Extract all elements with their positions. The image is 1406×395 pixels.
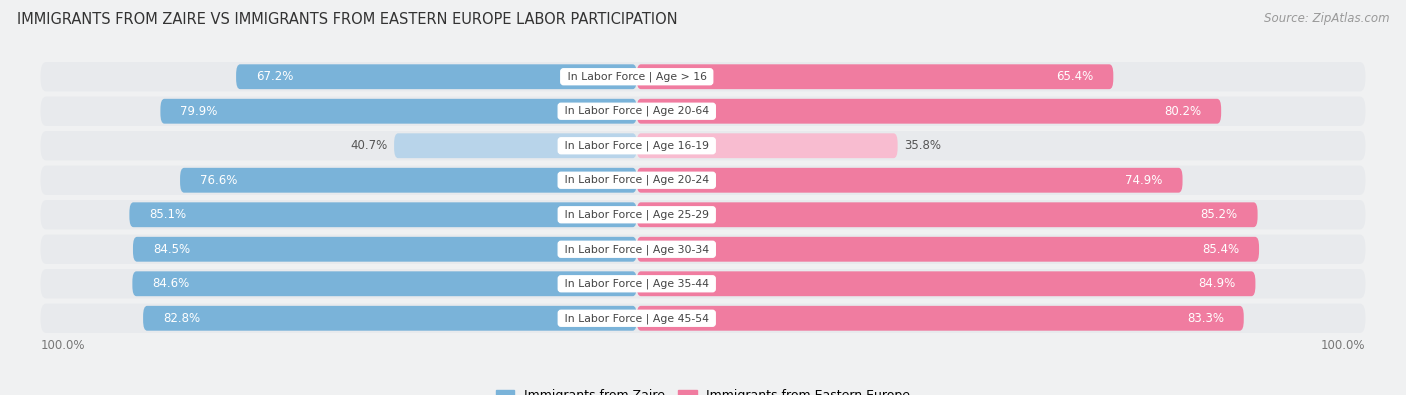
- Text: 83.3%: 83.3%: [1187, 312, 1223, 325]
- FancyBboxPatch shape: [637, 202, 1257, 227]
- Text: 79.9%: 79.9%: [180, 105, 218, 118]
- FancyBboxPatch shape: [637, 134, 897, 158]
- FancyBboxPatch shape: [132, 271, 637, 296]
- FancyBboxPatch shape: [637, 306, 1244, 331]
- Text: In Labor Force | Age 35-44: In Labor Force | Age 35-44: [561, 278, 713, 289]
- FancyBboxPatch shape: [41, 200, 1365, 229]
- FancyBboxPatch shape: [41, 96, 1365, 126]
- FancyBboxPatch shape: [143, 306, 637, 331]
- FancyBboxPatch shape: [637, 99, 1222, 124]
- FancyBboxPatch shape: [637, 237, 1258, 261]
- Text: 65.4%: 65.4%: [1056, 70, 1094, 83]
- Text: 84.9%: 84.9%: [1198, 277, 1236, 290]
- Text: Source: ZipAtlas.com: Source: ZipAtlas.com: [1264, 12, 1389, 25]
- Text: 85.4%: 85.4%: [1202, 243, 1239, 256]
- FancyBboxPatch shape: [134, 237, 637, 261]
- FancyBboxPatch shape: [394, 134, 637, 158]
- FancyBboxPatch shape: [637, 271, 1256, 296]
- Text: 85.1%: 85.1%: [149, 208, 187, 221]
- Text: 84.6%: 84.6%: [152, 277, 190, 290]
- FancyBboxPatch shape: [160, 99, 637, 124]
- Text: In Labor Force | Age 20-24: In Labor Force | Age 20-24: [561, 175, 713, 186]
- Text: 82.8%: 82.8%: [163, 312, 200, 325]
- Text: In Labor Force | Age 20-64: In Labor Force | Age 20-64: [561, 106, 713, 117]
- FancyBboxPatch shape: [637, 168, 1182, 193]
- Text: In Labor Force | Age > 16: In Labor Force | Age > 16: [564, 71, 710, 82]
- FancyBboxPatch shape: [41, 304, 1365, 333]
- Text: 67.2%: 67.2%: [256, 70, 294, 83]
- FancyBboxPatch shape: [41, 269, 1365, 299]
- Text: 74.9%: 74.9%: [1125, 174, 1163, 187]
- Text: In Labor Force | Age 16-19: In Labor Force | Age 16-19: [561, 141, 713, 151]
- FancyBboxPatch shape: [129, 202, 637, 227]
- FancyBboxPatch shape: [41, 131, 1365, 160]
- FancyBboxPatch shape: [637, 64, 1114, 89]
- FancyBboxPatch shape: [41, 235, 1365, 264]
- Text: 100.0%: 100.0%: [1322, 339, 1365, 352]
- FancyBboxPatch shape: [41, 166, 1365, 195]
- FancyBboxPatch shape: [180, 168, 637, 193]
- FancyBboxPatch shape: [41, 62, 1365, 91]
- Text: 80.2%: 80.2%: [1164, 105, 1201, 118]
- Text: In Labor Force | Age 45-54: In Labor Force | Age 45-54: [561, 313, 713, 324]
- Text: 84.5%: 84.5%: [153, 243, 190, 256]
- Text: 35.8%: 35.8%: [904, 139, 941, 152]
- Text: IMMIGRANTS FROM ZAIRE VS IMMIGRANTS FROM EASTERN EUROPE LABOR PARTICIPATION: IMMIGRANTS FROM ZAIRE VS IMMIGRANTS FROM…: [17, 12, 678, 27]
- Text: 85.2%: 85.2%: [1201, 208, 1237, 221]
- FancyBboxPatch shape: [236, 64, 637, 89]
- Text: 40.7%: 40.7%: [350, 139, 388, 152]
- Text: 100.0%: 100.0%: [41, 339, 84, 352]
- Text: 76.6%: 76.6%: [200, 174, 238, 187]
- Text: In Labor Force | Age 30-34: In Labor Force | Age 30-34: [561, 244, 713, 254]
- Legend: Immigrants from Zaire, Immigrants from Eastern Europe: Immigrants from Zaire, Immigrants from E…: [491, 384, 915, 395]
- Text: In Labor Force | Age 25-29: In Labor Force | Age 25-29: [561, 209, 713, 220]
